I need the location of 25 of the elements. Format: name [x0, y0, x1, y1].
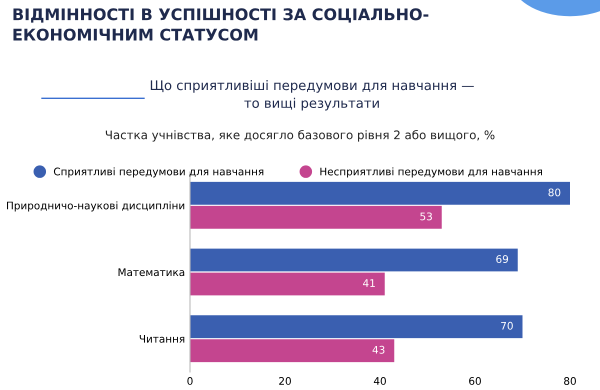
bar [190, 248, 518, 272]
data-label: 70 [501, 322, 513, 330]
x-tick-label: 60 [469, 377, 481, 385]
chart-title: ВІДМІННОСТІ В УСПІШНОСТІ ЗА СОЦІАЛЬНО- ЕКОНОМІЧНИМ СТАТУСОМ [13, 8, 428, 41]
y-tick-label: Математика [118, 268, 184, 276]
bar [190, 206, 442, 229]
data-label: 43 [372, 346, 384, 354]
x-tick-label: 80 [564, 377, 576, 385]
data-label: 69 [496, 255, 508, 264]
x-tick-label: 0 [187, 377, 193, 385]
legend-label: Несприятливі передумови для навчання [320, 167, 542, 178]
data-label: 41 [363, 279, 375, 287]
data-label: 53 [420, 212, 432, 220]
legend-label: Сприятливі передумови для навчання [54, 167, 264, 178]
x-tick-label: 20 [279, 377, 291, 385]
y-tick-label: Читання [140, 335, 184, 343]
chart-subtitle: Що сприятливіші передумови для навчання — то вищі результати [150, 80, 474, 111]
bar [190, 339, 394, 362]
text: Частка учнівства, яке досягло базового рівня 2 або вищого, % [106, 130, 494, 142]
bar [190, 272, 385, 296]
x-tick-label: 40 [374, 377, 386, 385]
data-label: 80 [548, 188, 560, 196]
bar [190, 315, 522, 338]
y-tick-label: Природничо-наукові дисципліни [7, 201, 184, 212]
bar [190, 182, 570, 205]
